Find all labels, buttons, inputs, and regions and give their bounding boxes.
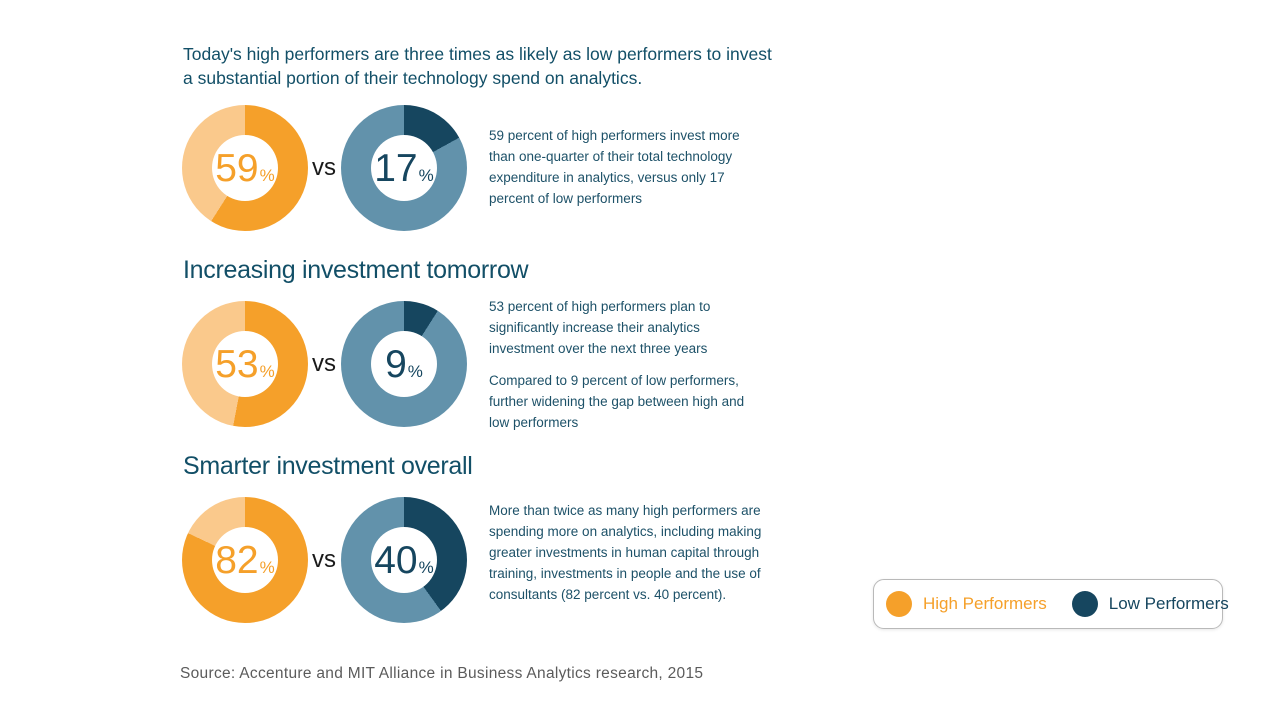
percent-sign: % <box>259 361 275 381</box>
row-description: More than twice as many high performers … <box>489 500 765 605</box>
donut-value-group: 17% <box>374 149 434 188</box>
donut-value: 53 <box>215 342 259 386</box>
percent-sign: % <box>407 361 423 381</box>
percent-sign: % <box>259 557 275 577</box>
section-smarter-investment: 82% vs 40% More than twice as many high … <box>182 497 792 623</box>
high-performers-dot-icon <box>886 591 912 617</box>
percent-sign: % <box>259 165 275 185</box>
donut-chart-low-performers-tomorrow: 9% <box>341 301 467 427</box>
legend-label-high-performers: High Performers <box>923 594 1047 613</box>
percent-sign: % <box>418 557 434 577</box>
donut-value: 40 <box>374 538 418 582</box>
legend-label-low-performers: Low Performers <box>1108 594 1229 613</box>
section-heading-smarter-investment: Smarter investment overall <box>183 452 473 480</box>
donut-hole: 53% <box>212 331 278 397</box>
donut-value-group: 40% <box>374 541 434 580</box>
donut-chart-high-performers-overall: 82% <box>182 497 308 623</box>
donut-chart-low-performers-overall: 40% <box>341 497 467 623</box>
description-paragraph: More than twice as many high performers … <box>489 503 762 602</box>
donut-chart-low-performers-today: 17% <box>341 105 467 231</box>
donut-value: 82 <box>215 538 259 582</box>
donut-chart-high-performers-today: 59% <box>182 105 308 231</box>
vs-label: vs <box>312 350 336 377</box>
page-title: Today's high performers are three times … <box>183 44 772 88</box>
donut-value-group: 82% <box>215 541 275 580</box>
donut-hole: 9% <box>371 331 437 397</box>
donut-value-group: 53% <box>215 345 275 384</box>
donut-value: 17 <box>374 146 418 190</box>
low-performers-dot-icon <box>1071 591 1098 617</box>
row-description: 53 percent of high performers plan to si… <box>489 296 765 433</box>
donut-value: 59 <box>215 146 259 190</box>
donut-hole: 40% <box>371 527 437 593</box>
donut-hole: 59% <box>212 135 278 201</box>
donut-chart-high-performers-tomorrow: 53% <box>182 301 308 427</box>
vs-label: vs <box>312 546 336 573</box>
vs-label: vs <box>312 154 336 181</box>
legend: High Performers Low Performers <box>873 579 1229 629</box>
row-description: 59 percent of high performers invest mor… <box>489 125 765 209</box>
donut-value-group: 59% <box>215 149 275 188</box>
donut-hole: 82% <box>212 527 278 593</box>
donut-hole: 17% <box>371 135 437 201</box>
donut-value-group: 9% <box>385 345 423 384</box>
section-heading-increasing-investment: Increasing investment tomorrow <box>183 256 529 284</box>
description-paragraph: 59 percent of high performers invest mor… <box>489 128 740 206</box>
section-increasing-investment: 53% vs 9% 53 percent of high performers … <box>182 299 792 430</box>
description-paragraph: Compared to 9 percent of low performers,… <box>489 373 745 430</box>
description-paragraph: 53 percent of high performers plan to si… <box>489 299 711 356</box>
percent-sign: % <box>418 165 434 185</box>
source-citation: Source: Accenture and MIT Alliance in Bu… <box>180 665 704 682</box>
section-today-investment: 59% vs 17% 59 percent of high performers… <box>182 105 792 231</box>
donut-value: 9 <box>385 342 407 386</box>
